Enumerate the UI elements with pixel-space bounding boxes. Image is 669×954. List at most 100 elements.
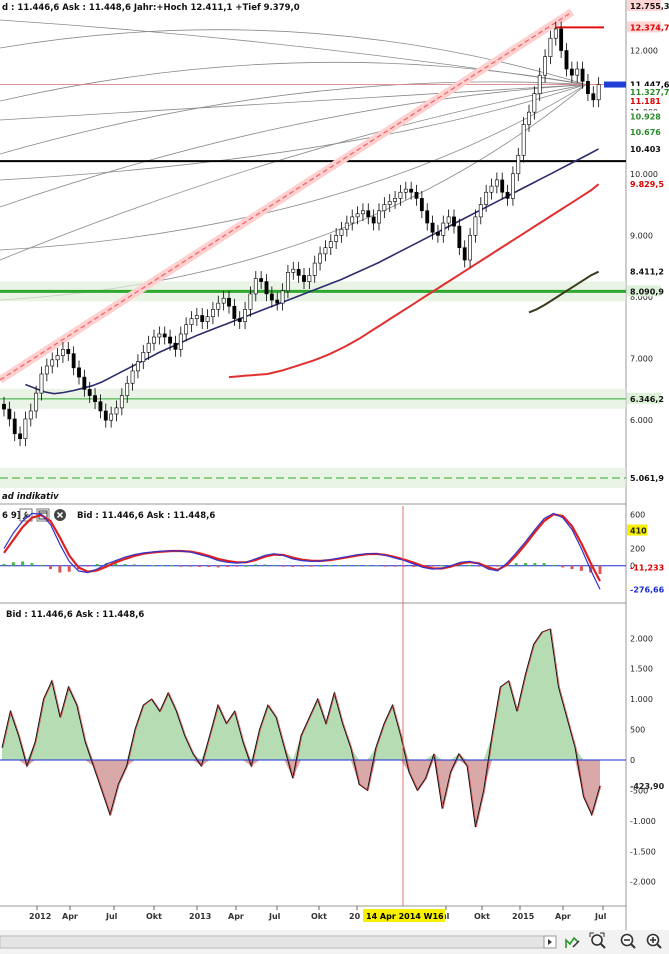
close-icon[interactable] <box>54 509 66 521</box>
x-axis: 2012 Apr Jul Okt 2013 Apr Jul Okt 20 Jul Okt 2015 Ap… <box>29 906 607 921</box>
candle-body <box>521 124 526 156</box>
price-tag-l4: 10.676 <box>630 128 661 137</box>
price-tag-bg <box>627 0 661 11</box>
candle-body <box>478 204 483 218</box>
price-tag-bg <box>627 78 661 90</box>
candle-body <box>253 278 258 295</box>
zoom-in-icon[interactable] <box>646 933 662 949</box>
price-tick-label: 6.000 <box>630 416 653 425</box>
oscillator-line <box>1 628 601 828</box>
candle-body <box>184 324 189 335</box>
candle-body <box>44 365 49 375</box>
macd-histogram-bar <box>458 564 462 566</box>
candle-body <box>12 418 17 435</box>
edit-chart-icon[interactable] <box>565 936 580 948</box>
candle-body <box>302 275 306 282</box>
candle-body <box>227 297 231 307</box>
macd-histogram-bar <box>160 565 164 567</box>
price-tag-last_price: 11.447,6 <box>630 81 669 90</box>
candle-body <box>146 342 151 353</box>
macd-histogram-bar <box>477 565 481 567</box>
candle-body <box>2 403 6 410</box>
price-tag-l1: 11.327,7 <box>630 88 669 97</box>
macd-histogram-bar <box>542 563 546 566</box>
macd-histogram-bar <box>226 565 229 567</box>
price-tag-bg <box>627 94 661 106</box>
candle-body <box>318 253 322 264</box>
macd-histogram-bar <box>132 564 136 566</box>
price-tag-bg <box>627 285 661 297</box>
candle-body <box>109 413 114 421</box>
oscillator-tick-label: -1.000 <box>630 817 656 826</box>
candle-body <box>511 173 515 199</box>
wrench-icon[interactable] <box>19 508 33 522</box>
zoom-out-icon[interactable] <box>620 933 636 949</box>
oscillator-tick-label: 500 <box>630 726 645 735</box>
x-tick-label: 2015 <box>512 912 535 921</box>
macd-histogram-bar <box>188 565 192 567</box>
price-tag-l10: 5.061,9 <box>630 474 664 483</box>
macd-histogram-bar <box>412 565 416 567</box>
last-price-marker <box>604 81 626 88</box>
oscillator-negative-area <box>2 760 600 827</box>
zoom-fit-icon[interactable] <box>589 932 606 949</box>
ma-long-line <box>528 270 600 314</box>
macd-main-line <box>3 512 601 590</box>
candle-body <box>548 37 553 57</box>
oscillator-tick-label: -500 <box>630 786 648 795</box>
gann-curve-lower <box>0 84 587 181</box>
candle-body <box>393 198 397 202</box>
macd-histogram-bar <box>291 565 295 567</box>
macd-histogram-bar <box>58 565 62 573</box>
x-tick-label: 2012 <box>29 912 51 921</box>
macd-histogram-bar <box>551 564 555 566</box>
candle-body <box>168 336 172 344</box>
candle-body <box>586 81 590 94</box>
candle-body <box>18 433 22 439</box>
candle-body <box>569 68 574 76</box>
candle-body <box>350 216 355 224</box>
candle-body <box>248 293 253 310</box>
x-tick-label: 20 <box>349 912 361 921</box>
crosshair-date-tag <box>363 909 445 922</box>
price-tag-resistance: 12.374,7 <box>630 23 669 32</box>
horizontal-scrollbar[interactable] <box>0 935 557 949</box>
macd-histogram-bar <box>430 565 434 567</box>
macd-histogram-bar <box>235 565 239 567</box>
price-tag-bg <box>627 21 661 33</box>
scroll-right-arrow-icon[interactable] <box>543 935 557 949</box>
candle-body <box>243 309 247 322</box>
macd-histogram-bar <box>2 564 6 566</box>
oscillator-tick-label: -1.500 <box>630 847 656 856</box>
candle-body <box>307 275 312 282</box>
candle-body <box>286 272 290 292</box>
gann-curve-upper <box>0 84 587 261</box>
x-tick-label: Okt <box>474 912 490 921</box>
macd-histogram-bar <box>514 563 518 566</box>
price-header: d : 11.446,6 Ask : 11.448,6 Jahr:+Hoch 1… <box>2 3 300 13</box>
macd-histogram-bar <box>170 565 174 567</box>
x-tick-label: Okt <box>146 912 162 921</box>
oscillator-right-axis: 2.000 1.500 1.000 500 0 -500 -1.000 -1.500 -2.00… <box>630 634 665 886</box>
price-tick-label: 9.000 <box>630 231 653 240</box>
price-tag-l9: 6.346,2 <box>630 395 664 404</box>
macd-histogram-bar <box>49 565 53 570</box>
trend-channel-line <box>0 11 573 381</box>
macd-histogram-bar <box>328 565 332 567</box>
candle-body <box>446 216 451 224</box>
candle-body <box>382 204 387 212</box>
macd-tick-label: 200 <box>630 545 645 554</box>
candle-body <box>312 262 317 276</box>
price-tag-bg <box>627 126 661 138</box>
price-tag-bg <box>627 142 661 154</box>
oscillator-tick-label: -2.000 <box>630 878 656 887</box>
macd-histogram-bar <box>142 564 146 566</box>
gann-curve-top <box>0 19 587 85</box>
moving-averages <box>25 148 600 395</box>
candle-body <box>361 210 365 215</box>
price-tick-label: 12.000 <box>630 47 658 56</box>
candle-body <box>82 376 87 390</box>
oscillator-tick-label: 1.500 <box>630 665 653 674</box>
trend-channel <box>0 8 575 384</box>
x-tick-label: Okt <box>311 912 327 921</box>
